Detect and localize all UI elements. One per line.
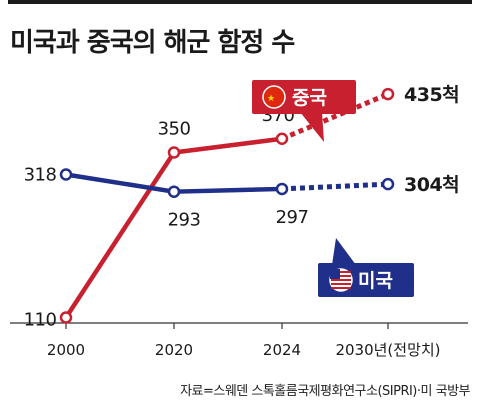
callout-pointer-china — [300, 112, 324, 142]
data-point-china — [167, 146, 181, 159]
data-label-china: 350 — [158, 119, 191, 140]
data-label-china: 435척 — [404, 84, 459, 106]
x-tick-label: 2030년(전망치) — [335, 341, 440, 359]
series-projection-usa — [281, 181, 389, 192]
usa-flag-canton — [330, 269, 340, 279]
china-flag-icon — [262, 85, 286, 109]
data-label-usa: 304척 — [404, 174, 459, 196]
data-point-usa — [381, 177, 395, 191]
data-point-china — [275, 132, 289, 145]
data-label-china: 110 — [24, 310, 57, 331]
callout-pointer-usa — [332, 238, 356, 265]
x-tick-label: 2020 — [155, 341, 193, 359]
data-label-usa: 293 — [168, 210, 201, 231]
data-point-usa — [275, 182, 289, 196]
data-point-usa — [59, 168, 73, 181]
data-point-china — [59, 311, 73, 324]
data-label-usa: 297 — [276, 207, 309, 228]
china-flag-star: ★ — [267, 94, 275, 104]
x-tick-label: 2024 — [263, 341, 301, 359]
series-projection-china — [281, 91, 389, 142]
source-note: 자료=스웨덴 스톡홀름국제평화연구소(SIPRI)·미 국방부 — [180, 384, 470, 399]
x-tick-label: 2000 — [47, 341, 85, 359]
title-rule — [8, 0, 472, 4]
data-point-usa — [167, 185, 181, 198]
callout-label-china: 중국 — [292, 87, 327, 109]
data-label-usa: 318 — [24, 165, 57, 186]
callout-label-usa: 미국 — [358, 270, 393, 292]
chart-title: 미국과 중국의 해군 함정 수 — [10, 28, 295, 58]
data-point-china — [381, 87, 395, 101]
